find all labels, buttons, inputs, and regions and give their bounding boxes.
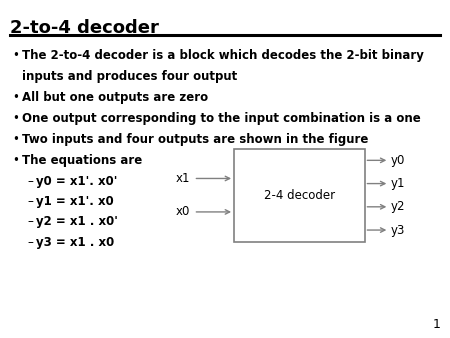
Text: –: – xyxy=(27,175,33,188)
Text: –: – xyxy=(27,236,33,248)
Text: y2 = x1 . x0': y2 = x1 . x0' xyxy=(36,215,118,228)
Text: x1: x1 xyxy=(176,172,190,185)
Text: 2-4 decoder: 2-4 decoder xyxy=(264,189,335,202)
Text: y1: y1 xyxy=(391,177,405,190)
Bar xyxy=(234,149,364,242)
Text: The equations are: The equations are xyxy=(22,154,142,167)
Text: –: – xyxy=(27,195,33,208)
Text: y3: y3 xyxy=(391,223,405,237)
Text: y2: y2 xyxy=(391,200,405,213)
Text: y3 = x1 . x0: y3 = x1 . x0 xyxy=(36,236,114,248)
Text: •: • xyxy=(13,133,19,146)
Text: One output corresponding to the input combination is a one: One output corresponding to the input co… xyxy=(22,112,420,125)
Text: The 2-to-4 decoder is a block which decodes the 2-bit binary: The 2-to-4 decoder is a block which deco… xyxy=(22,49,423,62)
Text: y0 = x1'. x0': y0 = x1'. x0' xyxy=(36,175,117,188)
Text: 1: 1 xyxy=(432,318,440,331)
Text: 2-to-4 decoder: 2-to-4 decoder xyxy=(10,19,159,37)
Text: •: • xyxy=(13,154,19,167)
Text: •: • xyxy=(13,91,19,104)
Text: •: • xyxy=(13,49,19,62)
Text: Two inputs and four outputs are shown in the figure: Two inputs and four outputs are shown in… xyxy=(22,133,368,146)
Text: –: – xyxy=(27,215,33,228)
Text: y1 = x1'. x0: y1 = x1'. x0 xyxy=(36,195,114,208)
Text: y0: y0 xyxy=(391,154,405,167)
Text: inputs and produces four output: inputs and produces four output xyxy=(22,70,237,83)
Text: x0: x0 xyxy=(176,206,190,218)
Text: •: • xyxy=(13,112,19,125)
Text: All but one outputs are zero: All but one outputs are zero xyxy=(22,91,208,104)
